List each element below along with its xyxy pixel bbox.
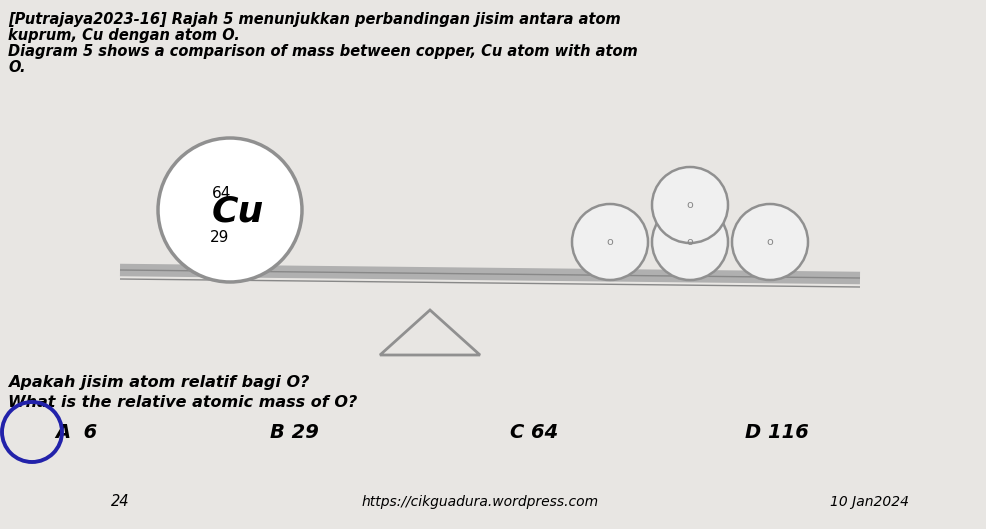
Text: [Putrajaya2023-16] Rajah 5 menunjukkan perbandingan jisim antara atom: [Putrajaya2023-16] Rajah 5 menunjukkan p…	[8, 12, 621, 27]
Text: Cu: Cu	[212, 195, 264, 229]
Text: o: o	[686, 200, 693, 210]
Text: Diagram 5 shows a comparison of mass between copper, Cu atom with atom: Diagram 5 shows a comparison of mass bet…	[8, 44, 638, 59]
Text: o: o	[767, 237, 773, 247]
Circle shape	[572, 204, 648, 280]
Text: O.: O.	[8, 60, 26, 75]
Text: C 64: C 64	[510, 423, 558, 442]
Text: 24: 24	[110, 495, 129, 509]
Text: B 29: B 29	[270, 423, 318, 442]
Circle shape	[652, 167, 728, 243]
Text: 64: 64	[212, 187, 232, 202]
Text: 29: 29	[210, 231, 230, 245]
Text: 10 Jan2024: 10 Jan2024	[830, 495, 909, 509]
Circle shape	[158, 138, 302, 282]
Text: https://cikguadura.wordpress.com: https://cikguadura.wordpress.com	[362, 495, 599, 509]
Text: A  6: A 6	[55, 423, 98, 442]
Text: D 116: D 116	[745, 423, 809, 442]
Text: o: o	[686, 237, 693, 247]
Text: kuprum, Cu dengan atom O.: kuprum, Cu dengan atom O.	[8, 28, 240, 43]
Text: What is the relative atomic mass of O?: What is the relative atomic mass of O?	[8, 395, 357, 410]
Circle shape	[652, 204, 728, 280]
Circle shape	[732, 204, 808, 280]
Text: o: o	[606, 237, 613, 247]
Text: Apakah jisim atom relatif bagi O?: Apakah jisim atom relatif bagi O?	[8, 375, 310, 390]
